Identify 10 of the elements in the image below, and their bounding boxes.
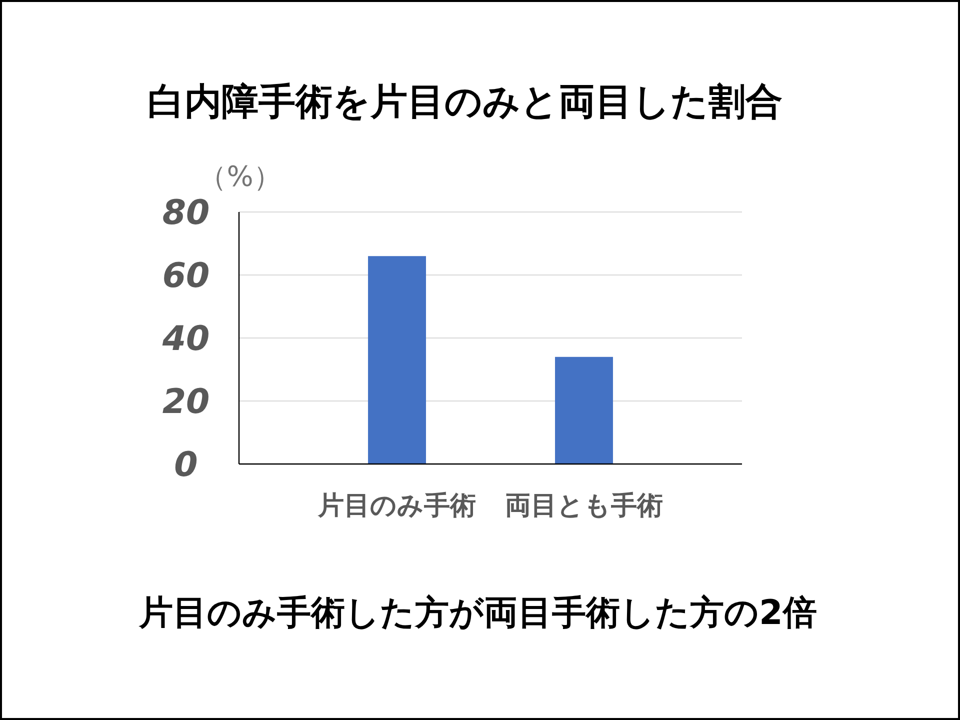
y-tick-label: 40 <box>161 319 210 360</box>
y-tick-label: 60 <box>162 256 210 296</box>
x-tick-label: 片目のみ手術 <box>317 491 476 521</box>
text: 片目のみ手術した方が両目手術した方の2倍 <box>138 593 817 633</box>
x-tick-label: 両目とも手術 <box>504 491 663 521</box>
y-axis-title: （%） <box>198 160 282 193</box>
chart-title: 白内障手術を片目のみと両目した割合 <box>148 80 782 123</box>
y-tick-label: 0 <box>174 445 198 486</box>
y-tick-label: 20 <box>162 382 210 422</box>
y-tick-label: 80 <box>162 193 210 234</box>
